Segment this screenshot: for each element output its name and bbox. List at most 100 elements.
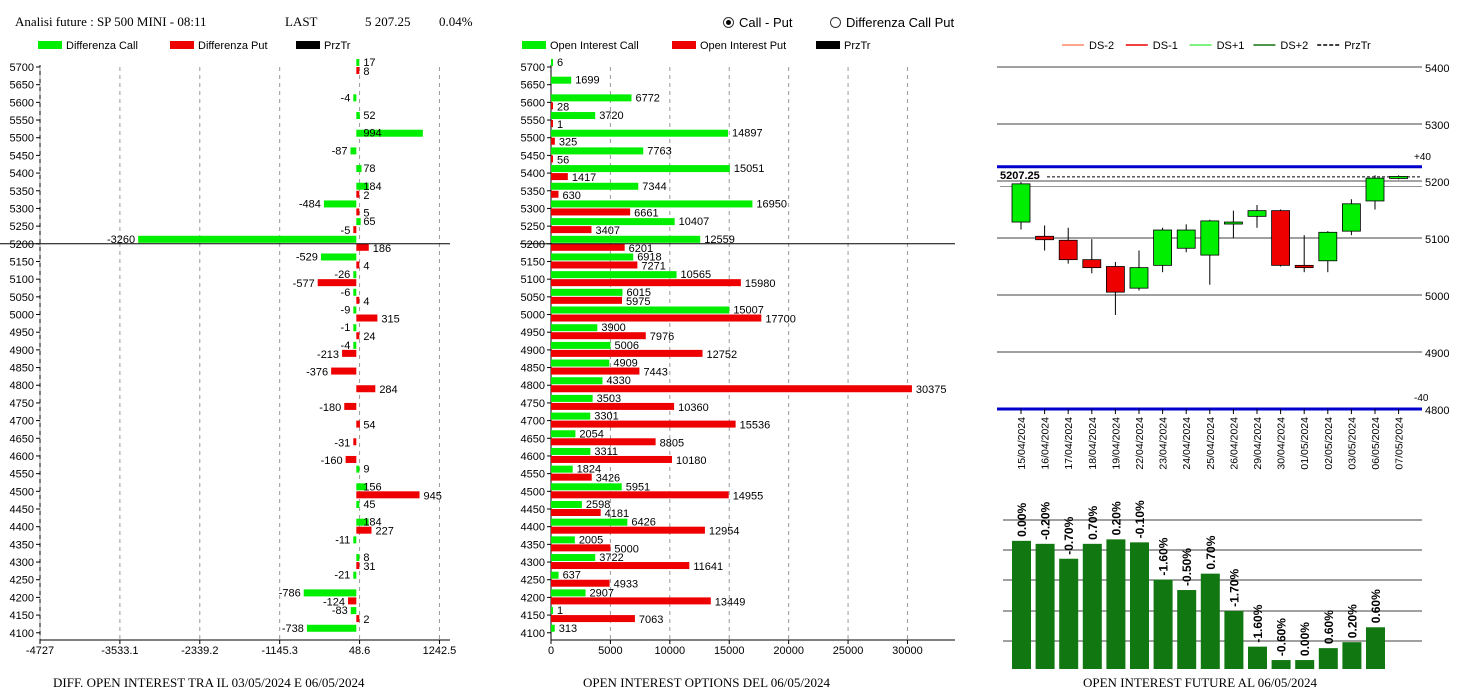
call-oi-bar bbox=[551, 359, 610, 367]
candle-body bbox=[1342, 203, 1361, 232]
x-tick-label: -3533.1 bbox=[101, 645, 138, 657]
legend-swatch bbox=[296, 41, 320, 49]
call-diff-bar bbox=[356, 129, 423, 137]
call-diff-label: 184 bbox=[363, 517, 381, 529]
legend-swatch bbox=[672, 41, 696, 49]
call-oi-bar bbox=[551, 324, 598, 332]
call-oi-bar bbox=[551, 271, 677, 279]
x-tick-label: 20000 bbox=[773, 645, 804, 657]
x-tick-label: -2339.2 bbox=[181, 645, 218, 657]
put-oi-label: 630 bbox=[562, 190, 580, 202]
put-diff-label: -577 bbox=[293, 278, 315, 290]
put-diff-bar bbox=[353, 438, 357, 446]
put-diff-label: 24 bbox=[363, 331, 375, 343]
put-diff-label: 54 bbox=[363, 420, 375, 432]
strike-label: 4500 bbox=[10, 486, 34, 498]
page-title: Analisi future : SP 500 MINI - 08:11 bbox=[15, 14, 207, 29]
put-oi-label: 6661 bbox=[634, 207, 658, 219]
put-oi-bar bbox=[551, 296, 622, 304]
put-oi-label: 13449 bbox=[715, 596, 746, 608]
put-oi-bar bbox=[551, 102, 553, 110]
oi-bar-label: 0.60% bbox=[1369, 589, 1383, 623]
put-oi-bar bbox=[551, 243, 625, 251]
call-oi-label: 3311 bbox=[594, 446, 618, 458]
oi-bar bbox=[1366, 627, 1385, 669]
call-diff-bar bbox=[353, 306, 357, 314]
last-value: 5 207.25 bbox=[365, 14, 411, 29]
put-diff-bar bbox=[331, 367, 357, 375]
candle-body bbox=[1247, 210, 1267, 217]
call-diff-label: -11 bbox=[335, 534, 350, 546]
strike-label: 5200 bbox=[10, 239, 34, 251]
put-oi-label: 325 bbox=[559, 137, 577, 149]
call-oi-bar bbox=[551, 518, 628, 526]
call-oi-bar bbox=[551, 571, 559, 579]
call-oi-label: 313 bbox=[559, 623, 577, 635]
candle-body bbox=[1035, 235, 1054, 241]
strike-label: 5300 bbox=[521, 203, 545, 215]
call-diff-label: -4 bbox=[341, 340, 351, 352]
strike-label: 4800 bbox=[521, 380, 545, 392]
strike-label: 5600 bbox=[10, 97, 34, 109]
strike-label: 5550 bbox=[521, 115, 545, 127]
call-diff-bar bbox=[356, 218, 361, 226]
call-diff-bar bbox=[353, 536, 357, 544]
date-label: 07/05/2024 bbox=[1394, 417, 1406, 470]
date-label: 29/04/2024 bbox=[1252, 417, 1264, 470]
radio-call-put[interactable]: Call - Put bbox=[723, 15, 792, 30]
put-diff-label: 31 bbox=[363, 561, 375, 573]
call-oi-bar bbox=[551, 624, 555, 632]
change-percent: 0.04% bbox=[439, 14, 473, 29]
call-diff-bar bbox=[323, 200, 357, 208]
put-oi-bar bbox=[551, 526, 705, 534]
put-diff-bar bbox=[344, 402, 357, 410]
strike-label: 5050 bbox=[10, 292, 34, 304]
put-oi-bar bbox=[551, 314, 762, 322]
call-oi-bar bbox=[551, 447, 591, 455]
call-oi-bar bbox=[551, 483, 622, 491]
strike-label: 4350 bbox=[521, 539, 545, 551]
strike-label: 4500 bbox=[521, 486, 545, 498]
put-diff-bar bbox=[348, 597, 357, 605]
call-diff-bar bbox=[356, 518, 369, 526]
put-oi-label: 4933 bbox=[614, 579, 638, 591]
call-diff-bar bbox=[356, 182, 369, 190]
strike-label: 4750 bbox=[521, 398, 545, 410]
call-diff-label: 9 bbox=[363, 464, 369, 476]
call-oi-label: 15007 bbox=[733, 305, 764, 317]
call-oi-bar bbox=[551, 112, 596, 120]
call-diff-bar bbox=[356, 554, 360, 562]
radio-selected-icon bbox=[723, 17, 734, 28]
y-tick-label: 5000 bbox=[1425, 291, 1449, 303]
put-diff-bar bbox=[356, 67, 360, 74]
call-oi-bar bbox=[551, 377, 603, 385]
footer-options-title: OPEN INTEREST OPTIONS DEL 06/05/2024 bbox=[583, 675, 830, 690]
candle-body bbox=[1082, 259, 1102, 269]
oi-bar bbox=[1271, 660, 1291, 669]
put-diff-bar bbox=[353, 226, 357, 234]
call-oi-bar bbox=[551, 607, 553, 615]
call-oi-label: 2907 bbox=[590, 587, 614, 599]
oi-bar bbox=[1082, 543, 1102, 669]
oi-bar bbox=[1224, 610, 1244, 669]
strike-label: 5150 bbox=[521, 256, 545, 268]
radio-difference-call-put[interactable]: Differenza Call Put bbox=[830, 15, 954, 30]
call-oi-label: 3722 bbox=[599, 552, 623, 564]
strike-label: 5700 bbox=[521, 62, 545, 74]
put-oi-label: 15536 bbox=[740, 420, 771, 432]
put-oi-bar bbox=[551, 562, 690, 570]
oi-bar-label: -1.60% bbox=[1157, 537, 1171, 575]
oi-bar-label: -0.20% bbox=[1039, 501, 1053, 539]
put-diff-label: 186 bbox=[373, 243, 391, 255]
oi-bar-label: 0.60% bbox=[1322, 610, 1336, 644]
put-diff-label: 4 bbox=[363, 296, 369, 308]
call-diff-label: -484 bbox=[299, 198, 321, 210]
call-diff-bar bbox=[353, 271, 357, 279]
call-diff-label: -21 bbox=[334, 570, 350, 582]
call-oi-bar bbox=[551, 235, 701, 243]
call-oi-label: 4330 bbox=[606, 375, 630, 387]
strike-label: 4250 bbox=[521, 575, 545, 587]
call-oi-label: 1699 bbox=[575, 75, 599, 87]
strike-label: 4300 bbox=[10, 557, 34, 569]
